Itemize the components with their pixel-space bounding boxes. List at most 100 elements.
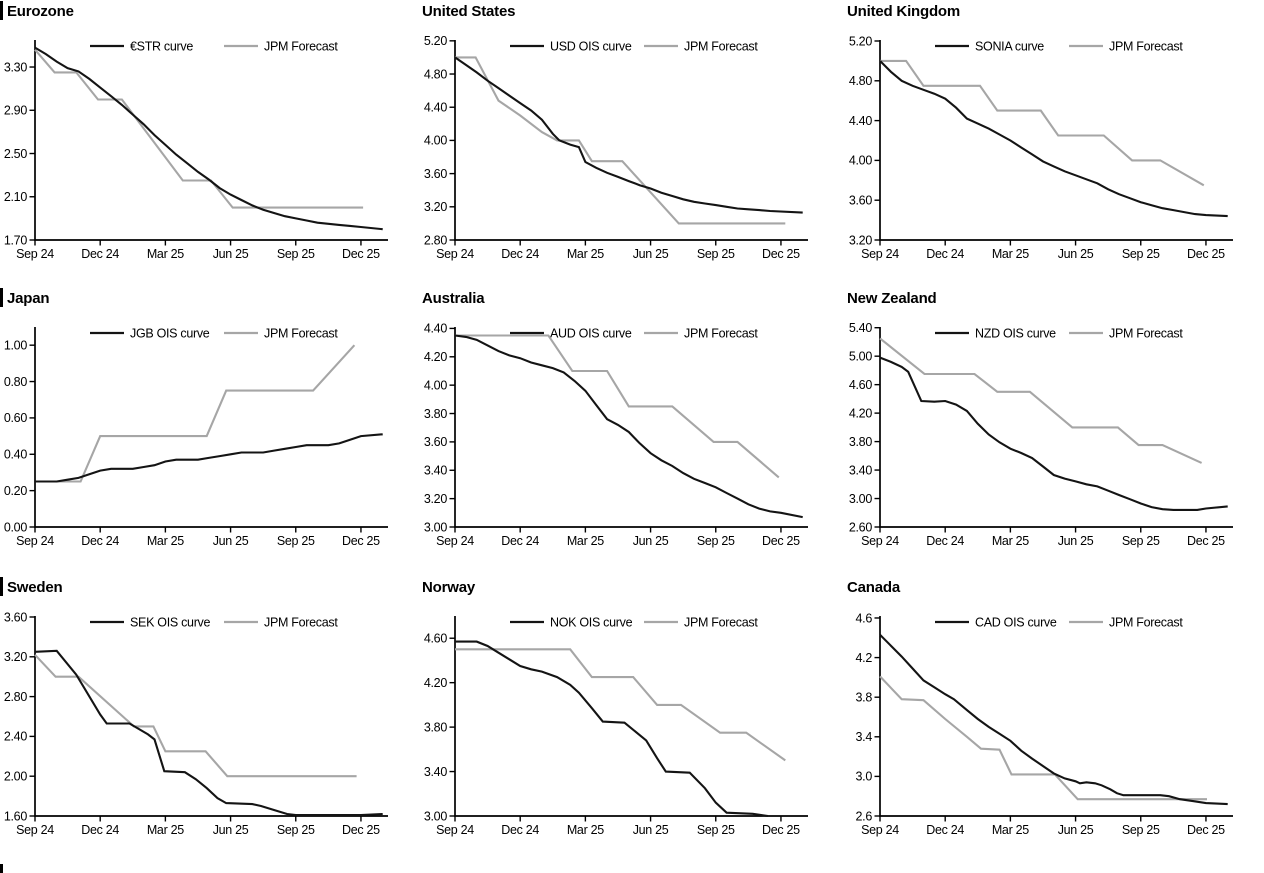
legend-forecast-label: JPM Forecast xyxy=(264,616,338,630)
market-curve-line xyxy=(455,640,769,818)
x-tick-label: Jun 25 xyxy=(1058,823,1094,837)
y-tick-label: 3.00 xyxy=(424,520,447,534)
y-tick-label: 0.00 xyxy=(4,520,27,534)
y-tick-label: 4.60 xyxy=(424,632,447,646)
x-tick-label: Jun 25 xyxy=(633,534,669,548)
rate-chart: 3.20 3.60 4.00 4.40 4.80 5.20 Sep 24 Dec 24 Mar … xyxy=(849,34,1233,261)
x-tick-label: Mar 25 xyxy=(147,247,184,261)
y-tick-label: 4.40 xyxy=(424,322,447,336)
chart-title-row: New Zealand xyxy=(845,287,1264,311)
x-tick-label: Dec 24 xyxy=(926,823,964,837)
legend-forecast-label: JPM Forecast xyxy=(1109,327,1183,341)
rate-chart: 3.00 3.20 3.40 3.60 3.80 4.00 4.20 4.40 Sep 24 De… xyxy=(424,322,808,548)
legend-market-label: SEK OIS curve xyxy=(130,616,211,630)
chart-panel: Norway 3.00 3.40 3.80 4.20 4.60 Sep 24 Dec 24 M… xyxy=(420,576,845,873)
forecast-curve-line xyxy=(455,56,786,225)
x-tick-label: Mar 25 xyxy=(567,823,604,837)
x-tick-label: Dec 24 xyxy=(81,247,119,261)
y-tick-label: 4.00 xyxy=(424,378,447,392)
y-tick-label: 0.60 xyxy=(4,411,27,425)
y-tick-label: 3.40 xyxy=(424,464,447,478)
x-tick-label: Sep 24 xyxy=(861,247,899,261)
axes xyxy=(454,616,808,817)
x-tick-label: Dec 25 xyxy=(342,247,380,261)
y-tick-label: 3.80 xyxy=(424,720,447,734)
y-tick-label: 2.50 xyxy=(4,147,27,161)
legend-forecast-label: JPM Forecast xyxy=(1109,40,1183,54)
y-tick-label: 4.6 xyxy=(856,611,873,625)
chart-panel: United States 2.80 3.20 3.60 4.00 4.40 4.80 5.… xyxy=(420,0,845,287)
market-curve-line xyxy=(454,56,803,214)
market-curve-line xyxy=(879,356,1228,511)
x-tick-label: Dec 25 xyxy=(342,823,380,837)
y-tick-label: 3.0 xyxy=(856,770,873,784)
y-tick-label: 4.20 xyxy=(424,676,447,690)
x-tick-label: Dec 25 xyxy=(1187,534,1225,548)
legend-forecast-label: JPM Forecast xyxy=(684,327,758,341)
y-tick-label: 4.2 xyxy=(856,651,873,665)
x-tick-label: Dec 25 xyxy=(762,534,800,548)
chart-title-row: Australia xyxy=(420,287,845,311)
chart-title: New Zealand xyxy=(847,290,937,307)
chart-title-row: United Kingdom xyxy=(845,0,1264,24)
chart-title: United States xyxy=(422,3,516,20)
y-tick-label: 4.80 xyxy=(849,74,872,88)
chart-title-row: Norway xyxy=(420,576,845,600)
y-tick-label: 3.00 xyxy=(424,809,447,823)
x-tick-label: Dec 25 xyxy=(762,823,800,837)
x-tick-label: Dec 25 xyxy=(762,247,800,261)
y-tick-label: 1.60 xyxy=(4,809,27,823)
x-tick-label: Dec 24 xyxy=(81,823,119,837)
y-tick-label: 3.60 xyxy=(424,167,447,181)
market-curve-line xyxy=(879,634,1228,806)
y-tick-label: 3.4 xyxy=(856,730,873,744)
x-tick-label: Mar 25 xyxy=(147,534,184,548)
y-tick-label: 1.00 xyxy=(4,338,27,352)
axes xyxy=(34,616,388,817)
y-tick-label: 4.60 xyxy=(849,378,872,392)
x-tick-label: Dec 24 xyxy=(926,247,964,261)
y-tick-label: 4.00 xyxy=(424,134,447,148)
x-tick-label: Sep 24 xyxy=(436,534,474,548)
section-edge-bar xyxy=(0,577,3,596)
forecast-curve-line xyxy=(879,337,1203,464)
x-tick-label: Sep 25 xyxy=(1122,823,1160,837)
y-tick-label: 3.00 xyxy=(849,492,872,506)
section-edge-bar xyxy=(0,1,3,20)
y-tick-label: 2.00 xyxy=(4,769,27,783)
section-edge-bar xyxy=(0,288,3,307)
axes xyxy=(879,327,1233,528)
y-tick-label: 3.40 xyxy=(424,765,447,779)
y-tick-label: 4.00 xyxy=(849,154,872,168)
x-tick-label: Mar 25 xyxy=(567,534,604,548)
x-tick-label: Dec 24 xyxy=(501,534,539,548)
axes xyxy=(34,40,388,241)
x-tick-label: Jun 25 xyxy=(213,534,249,548)
y-tick-label: 3.20 xyxy=(424,200,447,214)
market-curve-line xyxy=(35,433,383,483)
y-tick-label: 4.20 xyxy=(424,350,447,364)
y-tick-label: 2.90 xyxy=(4,104,27,118)
y-tick-label: 1.70 xyxy=(4,233,27,247)
rate-chart: 1.60 2.00 2.40 2.80 3.20 3.60 Sep 24 Dec 24 Mar … xyxy=(4,610,388,837)
y-tick-label: 4.40 xyxy=(849,114,872,128)
legend-market-label: JGB OIS curve xyxy=(130,327,210,341)
chart-panel: New Zealand 2.60 3.00 3.40 3.80 4.20 4.60 5.00… xyxy=(845,287,1264,576)
chart-panel: United Kingdom 3.20 3.60 4.00 4.40 4.80 5.20 S… xyxy=(845,0,1264,287)
x-tick-label: Mar 25 xyxy=(567,247,604,261)
x-tick-label: Jun 25 xyxy=(633,247,669,261)
y-tick-label: 3.30 xyxy=(4,60,27,74)
chart-title: Japan xyxy=(7,290,50,307)
forecast-curve-line xyxy=(34,654,357,778)
forecast-curve-line xyxy=(455,648,786,762)
x-tick-label: Dec 24 xyxy=(501,247,539,261)
x-tick-label: Sep 24 xyxy=(861,823,899,837)
y-tick-label: 2.6 xyxy=(856,809,873,823)
chart-panel: Australia 3.00 3.20 3.40 3.60 3.80 4.00 4.20 4.… xyxy=(420,287,845,576)
legend-market-label: AUD OIS curve xyxy=(550,327,632,341)
x-tick-label: Sep 24 xyxy=(16,534,54,548)
market-curve-line xyxy=(879,60,1228,218)
x-tick-label: Mar 25 xyxy=(147,823,184,837)
